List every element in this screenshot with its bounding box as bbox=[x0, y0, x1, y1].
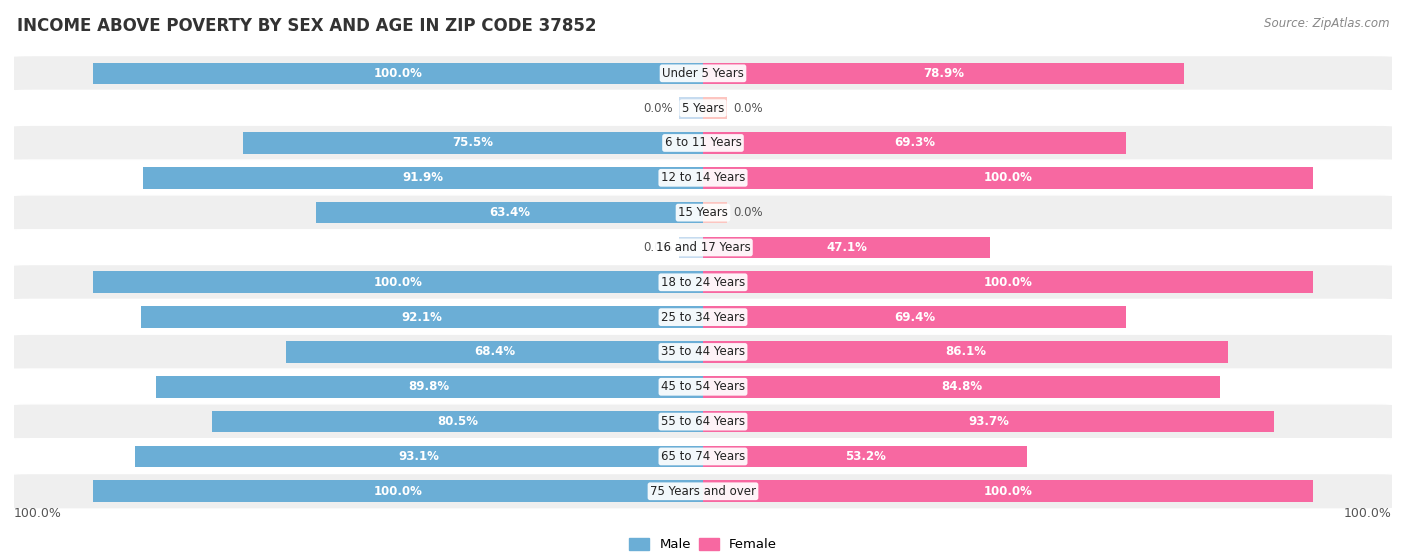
Text: Under 5 Years: Under 5 Years bbox=[662, 67, 744, 80]
Text: 69.4%: 69.4% bbox=[894, 311, 935, 324]
Text: 0.0%: 0.0% bbox=[643, 241, 672, 254]
Text: 100.0%: 100.0% bbox=[14, 508, 62, 520]
Bar bbox=[142, 306, 703, 328]
Bar bbox=[703, 97, 727, 119]
Text: 35 to 44 Years: 35 to 44 Years bbox=[661, 345, 745, 358]
Text: 6 to 11 Years: 6 to 11 Years bbox=[665, 136, 741, 149]
Bar bbox=[703, 341, 1227, 363]
Bar bbox=[679, 97, 703, 119]
Bar bbox=[703, 132, 1126, 154]
Text: 69.3%: 69.3% bbox=[894, 136, 935, 149]
Bar bbox=[285, 341, 703, 363]
Text: 93.1%: 93.1% bbox=[399, 450, 440, 463]
Legend: Male, Female: Male, Female bbox=[624, 533, 782, 556]
Bar bbox=[212, 411, 703, 433]
Text: 47.1%: 47.1% bbox=[827, 241, 868, 254]
Bar bbox=[703, 202, 727, 224]
Bar bbox=[316, 202, 703, 224]
Text: 0.0%: 0.0% bbox=[734, 206, 763, 219]
Bar bbox=[703, 167, 1313, 188]
Text: 63.4%: 63.4% bbox=[489, 206, 530, 219]
Bar bbox=[679, 236, 703, 258]
Text: 80.5%: 80.5% bbox=[437, 415, 478, 428]
Bar bbox=[93, 272, 703, 293]
Bar bbox=[142, 167, 703, 188]
Text: 89.8%: 89.8% bbox=[409, 380, 450, 394]
FancyBboxPatch shape bbox=[8, 439, 1398, 474]
FancyBboxPatch shape bbox=[8, 230, 1398, 265]
FancyBboxPatch shape bbox=[8, 300, 1398, 335]
Text: 93.7%: 93.7% bbox=[969, 415, 1010, 428]
Text: 75.5%: 75.5% bbox=[453, 136, 494, 149]
Bar bbox=[703, 481, 1313, 502]
Bar bbox=[93, 63, 703, 84]
FancyBboxPatch shape bbox=[8, 91, 1398, 126]
Bar bbox=[703, 236, 990, 258]
FancyBboxPatch shape bbox=[8, 195, 1398, 230]
Text: 100.0%: 100.0% bbox=[983, 171, 1032, 184]
Text: 100.0%: 100.0% bbox=[983, 485, 1032, 498]
Text: 100.0%: 100.0% bbox=[374, 67, 423, 80]
FancyBboxPatch shape bbox=[8, 334, 1398, 369]
Bar bbox=[703, 411, 1274, 433]
Text: 15 Years: 15 Years bbox=[678, 206, 728, 219]
Text: 12 to 14 Years: 12 to 14 Years bbox=[661, 171, 745, 184]
FancyBboxPatch shape bbox=[8, 404, 1398, 439]
Bar bbox=[243, 132, 703, 154]
Text: 25 to 34 Years: 25 to 34 Years bbox=[661, 311, 745, 324]
FancyBboxPatch shape bbox=[8, 264, 1398, 300]
Text: 55 to 64 Years: 55 to 64 Years bbox=[661, 415, 745, 428]
Text: 53.2%: 53.2% bbox=[845, 450, 886, 463]
Bar bbox=[703, 446, 1028, 467]
Text: 75 Years and over: 75 Years and over bbox=[650, 485, 756, 498]
FancyBboxPatch shape bbox=[8, 55, 1398, 91]
Bar bbox=[156, 376, 703, 397]
Text: 45 to 54 Years: 45 to 54 Years bbox=[661, 380, 745, 394]
FancyBboxPatch shape bbox=[8, 369, 1398, 405]
Text: 100.0%: 100.0% bbox=[1344, 508, 1392, 520]
Bar bbox=[703, 272, 1313, 293]
Bar bbox=[703, 306, 1126, 328]
Text: 0.0%: 0.0% bbox=[643, 102, 672, 115]
Text: 16 and 17 Years: 16 and 17 Years bbox=[655, 241, 751, 254]
Bar bbox=[703, 63, 1184, 84]
Text: 68.4%: 68.4% bbox=[474, 345, 515, 358]
FancyBboxPatch shape bbox=[8, 125, 1398, 161]
Text: 100.0%: 100.0% bbox=[983, 276, 1032, 289]
Text: 92.1%: 92.1% bbox=[402, 311, 443, 324]
Text: 100.0%: 100.0% bbox=[374, 276, 423, 289]
Text: 84.8%: 84.8% bbox=[941, 380, 981, 394]
Text: 86.1%: 86.1% bbox=[945, 345, 986, 358]
Text: 100.0%: 100.0% bbox=[374, 485, 423, 498]
FancyBboxPatch shape bbox=[8, 473, 1398, 509]
FancyBboxPatch shape bbox=[8, 160, 1398, 196]
Text: 0.0%: 0.0% bbox=[734, 102, 763, 115]
Text: 91.9%: 91.9% bbox=[402, 171, 443, 184]
Text: Source: ZipAtlas.com: Source: ZipAtlas.com bbox=[1264, 17, 1389, 30]
Text: 65 to 74 Years: 65 to 74 Years bbox=[661, 450, 745, 463]
Text: 5 Years: 5 Years bbox=[682, 102, 724, 115]
Text: 78.9%: 78.9% bbox=[922, 67, 965, 80]
Text: 18 to 24 Years: 18 to 24 Years bbox=[661, 276, 745, 289]
Bar bbox=[135, 446, 703, 467]
Bar bbox=[703, 376, 1220, 397]
Text: INCOME ABOVE POVERTY BY SEX AND AGE IN ZIP CODE 37852: INCOME ABOVE POVERTY BY SEX AND AGE IN Z… bbox=[17, 17, 596, 35]
Bar bbox=[93, 481, 703, 502]
